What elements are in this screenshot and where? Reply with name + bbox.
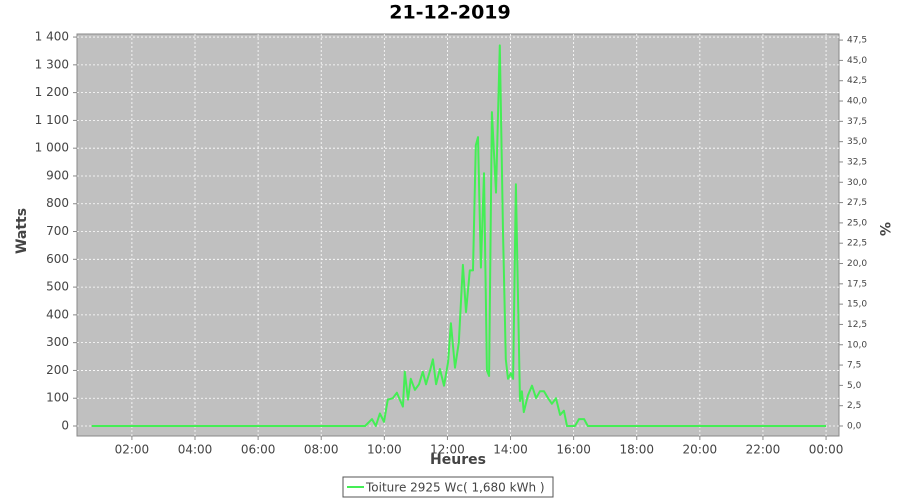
y2-tick-label: 47,5	[847, 36, 867, 46]
x-tick-label: 10:00	[367, 443, 402, 457]
y-tick-label: 1 100	[35, 113, 69, 127]
y-tick-label: 0	[61, 418, 69, 432]
y-tick-label: 1 400	[35, 30, 69, 44]
y2-tick-label: 35,0	[847, 137, 867, 147]
y2-tick-label: 15,0	[847, 300, 867, 310]
legend-box	[342, 476, 554, 498]
chart-title: 21-12-2019	[389, 2, 511, 24]
y2-tick-label: 45,0	[847, 56, 867, 66]
y-tick-label: 1 200	[35, 85, 69, 99]
legend-label: Toiture 2925 Wc( 1,680 kWh )	[365, 481, 545, 495]
x-tick-label: 16:00	[556, 443, 591, 457]
y2-tick-label: 7,5	[847, 361, 861, 371]
y-tick-label: 500	[46, 280, 69, 294]
y2-tick-label: 17,5	[847, 279, 867, 289]
y-tick-label: 1 000	[35, 141, 69, 155]
y2-axis-label: %	[876, 222, 892, 236]
y2-tick-label: 30,0	[847, 178, 867, 188]
y-tick-label: 800	[46, 196, 69, 210]
y2-tick-label: 27,5	[847, 198, 867, 208]
y-tick-label: 200	[46, 363, 69, 377]
x-tick-label: 00:00	[809, 443, 844, 457]
y-tick-label: 400	[46, 307, 69, 321]
series-line	[91, 44, 827, 427]
x-tick-label: 18:00	[619, 443, 654, 457]
y-axis-label: Watts	[14, 208, 30, 254]
y-tick-label: 1 300	[35, 57, 69, 71]
y2-tick-label: 32,5	[847, 157, 867, 167]
y-tick-label: 300	[46, 335, 69, 349]
y-tick-label: 700	[46, 224, 69, 238]
y2-tick-label: 42,5	[847, 76, 867, 86]
y-tick-label: 100	[46, 391, 69, 405]
y2-tick-label: 2,5	[847, 401, 861, 411]
x-tick-label: 22:00	[746, 443, 781, 457]
legend: Toiture 2925 Wc( 1,680 kWh )	[342, 476, 554, 498]
x-tick-label: 14:00	[493, 443, 528, 457]
x-tick-label: 04:00	[178, 443, 213, 457]
y2-tick-label: 20,0	[847, 259, 867, 269]
y2-tick-label: 12,5	[847, 320, 867, 330]
x-tick-label: 08:00	[304, 443, 339, 457]
y2-tick-label: 25,0	[847, 218, 867, 228]
plot-area	[76, 33, 840, 437]
y2-tick-label: 40,0	[847, 97, 867, 107]
y-tick-label: 900	[46, 168, 69, 182]
x-tick-label: 02:00	[115, 443, 150, 457]
y2-tick-label: 10,0	[847, 340, 867, 350]
y2-tick-label: 37,5	[847, 117, 867, 127]
y-tick-label: 600	[46, 252, 69, 266]
y2-tick-label: 22,5	[847, 239, 867, 249]
y2-tick-label: 0,0	[847, 422, 862, 432]
x-tick-label: 20:00	[683, 443, 718, 457]
x-axis-label: Heures	[430, 452, 486, 468]
x-tick-label: 12:00	[430, 443, 465, 457]
x-tick-label: 06:00	[241, 443, 276, 457]
y2-tick-label: 5,0	[847, 381, 862, 391]
